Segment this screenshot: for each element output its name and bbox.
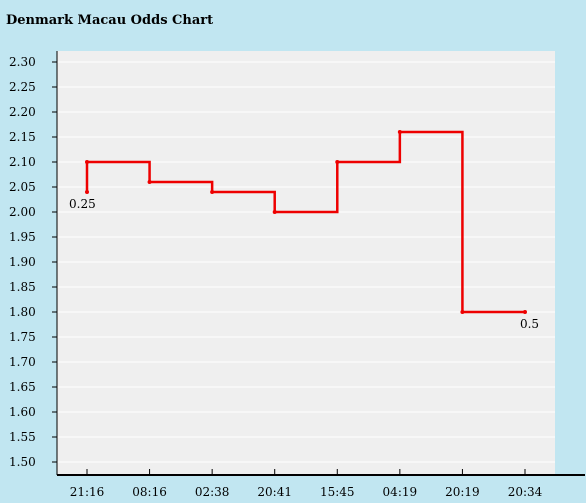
data-point — [335, 160, 340, 164]
data-label: 0.25 — [69, 197, 96, 211]
data-point — [147, 180, 152, 184]
y-axis: 2.30 2.25 2.20 2.15 2.10 2.05 2.00 1.95 1.90 1.85… — [9, 51, 58, 475]
y-tick-label: 2.05 — [9, 180, 36, 194]
y-tick-label: 1.70 — [9, 355, 36, 369]
data-label: 0.5 — [520, 317, 539, 331]
y-tick-label: 2.00 — [9, 205, 36, 219]
y-tick-label: 1.95 — [9, 230, 36, 244]
x-tick-label: 21:16 — [70, 485, 105, 499]
data-point — [85, 190, 89, 194]
y-tick-label: 1.75 — [9, 330, 36, 344]
data-point-markers — [85, 130, 527, 314]
data-point — [522, 310, 527, 314]
data-point — [460, 310, 465, 314]
x-tick-label: 02:38 — [195, 485, 230, 499]
plot-area — [57, 51, 555, 475]
x-axis: 21:16 08:16 02:38 20:41 15:45 04:19 20:19 20:34 — [57, 469, 585, 499]
y-tick-label: 1.55 — [9, 430, 36, 444]
y-tick-label: 2.10 — [9, 155, 36, 169]
y-tick-label: 2.20 — [9, 105, 36, 119]
x-tick-label: 20:34 — [508, 485, 543, 499]
data-point — [85, 160, 89, 164]
data-point — [210, 190, 215, 194]
y-tick-label: 1.50 — [9, 455, 36, 469]
data-point — [397, 130, 402, 134]
y-tick-label: 2.25 — [9, 80, 36, 94]
x-tick-label: 08:16 — [132, 485, 167, 499]
x-tick-label: 15:45 — [320, 485, 355, 499]
x-tick-label: 04:19 — [383, 485, 418, 499]
y-tick-label: 1.90 — [9, 255, 36, 269]
y-tick-label: 1.85 — [9, 280, 36, 294]
x-tick-label: 20:19 — [445, 485, 480, 499]
chart-title: Denmark Macau Odds Chart — [6, 13, 214, 28]
data-point — [272, 210, 277, 214]
y-tick-label: 2.15 — [9, 130, 36, 144]
y-tick-label: 1.60 — [9, 405, 36, 419]
data-labels: 0.25 0.5 — [69, 197, 539, 331]
x-tick-label: 20:41 — [257, 485, 292, 499]
y-tick-label: 2.30 — [9, 55, 36, 69]
y-tick-label: 1.80 — [9, 305, 36, 319]
y-tick-label: 1.65 — [9, 380, 36, 394]
